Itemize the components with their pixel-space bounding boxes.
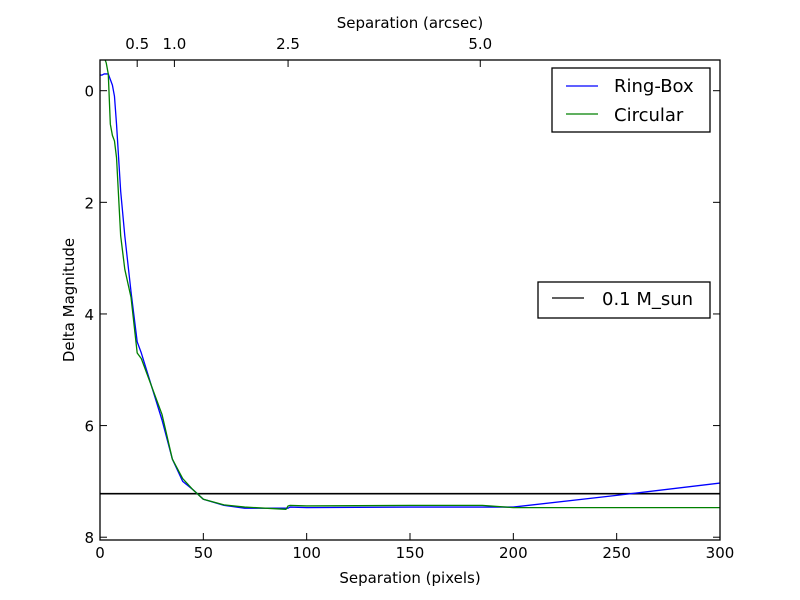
y-axis-label: Delta Magnitude — [60, 238, 78, 362]
top-tick-label: 0.5 — [125, 35, 149, 53]
x-tick-label: 200 — [499, 544, 528, 562]
x-tick-label: 300 — [706, 544, 735, 562]
x-tick-label: 100 — [292, 544, 321, 562]
legend-series: Ring-Box Circular — [551, 67, 711, 133]
legend-label-circular: Circular — [614, 105, 684, 126]
legend-label-ring-box: Ring-Box — [614, 76, 694, 97]
ticks: 0 50 100 150 200 250 300 0.5 1.0 2.5 5.0 0 2 4 6 8 — [84, 35, 734, 562]
x-tick-label: 0 — [95, 544, 105, 562]
y-tick-label: 2 — [84, 194, 94, 212]
y-tick-label: 8 — [84, 529, 94, 547]
plot-content — [100, 60, 720, 510]
top-tick-label: 1.0 — [162, 35, 186, 53]
x-tick-label: 50 — [194, 544, 213, 562]
y-tick-label: 0 — [84, 83, 94, 101]
legend-reference-box — [537, 281, 711, 319]
legend-label-reference: 0.1 M_sun — [602, 289, 693, 310]
y-tick-label: 4 — [84, 306, 94, 324]
x-tick-label: 150 — [396, 544, 425, 562]
x-axis-label: Separation (pixels) — [339, 569, 480, 587]
top-axis-label: Separation (arcsec) — [337, 14, 484, 32]
x-tick-label: 250 — [602, 544, 631, 562]
legend-series-box — [551, 67, 711, 133]
series-line-circular — [104, 60, 720, 510]
top-tick-label: 2.5 — [276, 35, 300, 53]
top-tick-label: 5.0 — [468, 35, 492, 53]
y-tick-label: 6 — [84, 418, 94, 436]
legend-reference: 0.1 M_sun — [537, 281, 711, 319]
